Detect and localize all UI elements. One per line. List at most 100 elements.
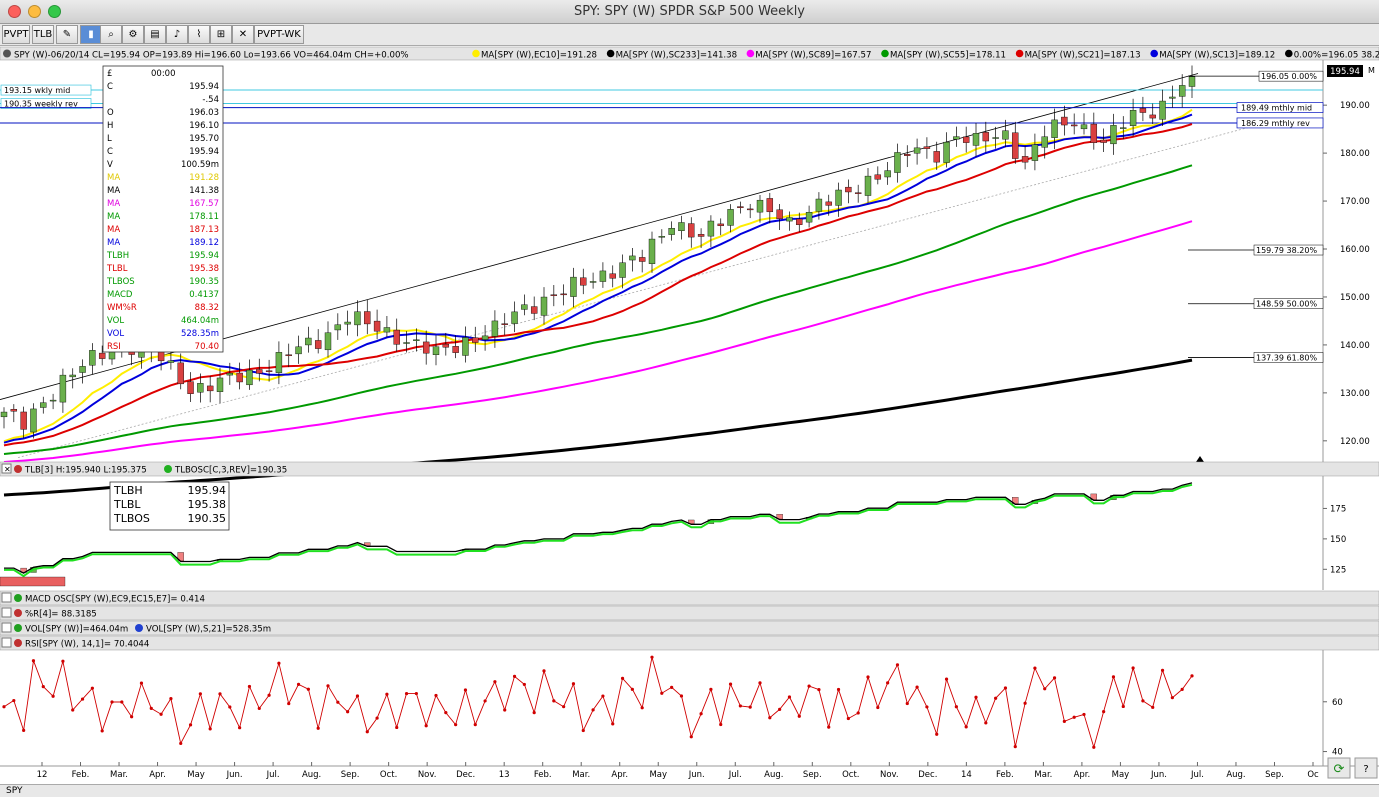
tlb-tick-label-0: 125 <box>1330 565 1346 575</box>
tlbosc-dot <box>164 465 172 473</box>
candle-body-50 <box>491 320 499 337</box>
ma-line-21 <box>3 123 1193 447</box>
x-label-7: Aug. <box>302 770 321 780</box>
candle-body-23 <box>226 372 234 376</box>
chart-icon[interactable]: ▤ <box>144 25 166 44</box>
tlbosc-line <box>4 483 1193 578</box>
candle-body-99 <box>972 133 980 146</box>
ma-header-1: MA[SPY (W),SC233]=141.38 <box>616 51 738 61</box>
rsi-polyline <box>3 657 1193 749</box>
candle-body-90 <box>884 170 891 178</box>
collapsed-panel-bar-2 <box>0 620 1379 636</box>
price-axis: 120.00 130.00 140.00 150.00 160.00 170.00 180.… <box>1323 101 1370 447</box>
pvpt-wk-button[interactable]: PVPT-WK <box>254 25 304 44</box>
candle-body-19 <box>187 381 194 394</box>
x-label-32: Sep. <box>1265 770 1284 780</box>
candle-body-34 <box>334 324 342 331</box>
tlb-close-icon[interactable] <box>1 463 12 474</box>
candle-body-75 <box>737 206 744 208</box>
cross-icon[interactable]: ✕ <box>232 25 254 44</box>
info-row-val-15: 190.35 <box>189 277 219 287</box>
collapsed-text2-2: VOL[SPY (W),S,21]=528.35m <box>146 625 271 635</box>
x-label-33: Oc <box>1307 770 1319 780</box>
ma-header-2: MA[SPY (W),SC89]=167.57 <box>755 51 871 61</box>
x-label-8: Sep. <box>341 770 360 780</box>
candle-body-69 <box>678 222 685 232</box>
trend-icon[interactable]: ⌇ <box>188 25 210 44</box>
rsi-close-icon <box>1 637 12 648</box>
candle-body-107 <box>1051 119 1058 138</box>
candle-body-116 <box>1139 108 1147 113</box>
info-row-val-10: 178.11 <box>189 212 219 222</box>
refresh-icon[interactable] <box>1327 757 1351 779</box>
price-tick-label-1: 130.00 <box>1340 389 1370 399</box>
collapsed-panel-bar-1 <box>0 605 1379 621</box>
info-row-key-3: H <box>107 121 113 131</box>
x-label-15: Apr. <box>611 770 628 780</box>
tlb-info-box: TLBH 195.94 TLBL 195.38 TLBOS 190.35 <box>109 481 230 531</box>
candle-body-6 <box>59 374 67 403</box>
zoom-icon[interactable]: ⌕ <box>100 25 122 44</box>
tlb-button[interactable]: TLB <box>32 25 54 44</box>
candle-body-58 <box>570 276 577 297</box>
collapsed-dot-0 <box>14 594 22 602</box>
tlb-start-block <box>0 576 66 587</box>
collapsed-panels: MACD OSC[SPY (W),EC9,EC15,E7]= 0.414 %R[4… <box>0 590 1379 651</box>
info-row-val-8: 141.38 <box>189 186 219 196</box>
candle-body-66 <box>648 238 656 264</box>
info-row-key-17: WM%R <box>107 303 137 313</box>
x-label-6: Jul. <box>266 770 280 780</box>
tlb-plot <box>0 482 1193 587</box>
candle-body-40 <box>393 329 400 345</box>
tlb-tick-label-1: 150 <box>1330 535 1346 545</box>
help-icon[interactable] <box>1354 757 1378 779</box>
series-dot <box>3 49 11 58</box>
candle-body-82 <box>805 211 813 223</box>
candle-body-38 <box>373 320 381 332</box>
candle-body-73 <box>717 223 724 227</box>
info-row-key-9: MA <box>107 199 120 209</box>
x-label-0: 12 <box>37 770 48 780</box>
tlbosc-header-text: TLBOSC[C,3,REV]=190.35 <box>174 466 287 476</box>
chart-area[interactable]: SPY (W)-06/20/14 CL=195.94 OP=193.89 Hi=… <box>0 46 1379 784</box>
zoom-window-button[interactable] <box>48 5 61 18</box>
info-row-key-19: VOL <box>107 329 124 339</box>
minimize-window-button[interactable] <box>28 5 41 18</box>
info-row-val-2: 196.03 <box>189 108 219 118</box>
x-label-30: Jul. <box>1190 770 1204 780</box>
info-row-key-0: C <box>107 82 113 92</box>
hline-box-3 <box>1236 117 1324 129</box>
x-label-25: Feb. <box>996 770 1014 780</box>
candle-body-91 <box>894 152 901 173</box>
candle-body-47 <box>462 337 469 356</box>
rsi-dot <box>14 639 22 647</box>
refresh-glyph: ⟳ <box>1334 762 1345 777</box>
candle-body-33 <box>324 332 332 351</box>
ma-dot-5 <box>1150 49 1158 58</box>
tlb-close-glyph: ✕ <box>4 465 11 474</box>
bars-icon[interactable]: ▮ <box>80 25 102 44</box>
hline-box-1 <box>0 98 92 109</box>
info-row-key-20: RSI <box>107 342 121 352</box>
close-window-button[interactable] <box>8 5 21 18</box>
gear-icon[interactable]: ⚙ <box>122 25 144 44</box>
info-row-val-20: 70.40 <box>195 342 219 352</box>
candle-body-74 <box>727 209 734 226</box>
tlb-box-frame <box>109 481 230 531</box>
window-titlebar: SPY: SPY (W) SPDR S&P 500 Weekly <box>0 0 1379 24</box>
info-row-key-12: MA <box>107 238 120 248</box>
ruler-icon[interactable]: ⊞ <box>210 25 232 44</box>
fib-label-2: 148.59 50.00% <box>1256 300 1317 309</box>
ma-header-6: 0.00%=196.05 38.20% <box>1294 51 1379 61</box>
candle-body-61 <box>599 270 607 282</box>
candle-body-104 <box>1021 156 1029 163</box>
x-label-23: Dec. <box>918 770 937 780</box>
rsi-line <box>2 655 1194 749</box>
bell-icon[interactable]: ♪ <box>166 25 188 44</box>
ma-line-10 <box>3 108 1193 443</box>
pencil-icon[interactable]: ✎ <box>56 25 78 44</box>
tlb-tick-label-2: 175 <box>1330 504 1346 514</box>
info-row-val-9: 167.57 <box>189 199 219 209</box>
candle-body-24 <box>236 372 243 383</box>
pvpt-button[interactable]: PVPT <box>2 25 30 44</box>
